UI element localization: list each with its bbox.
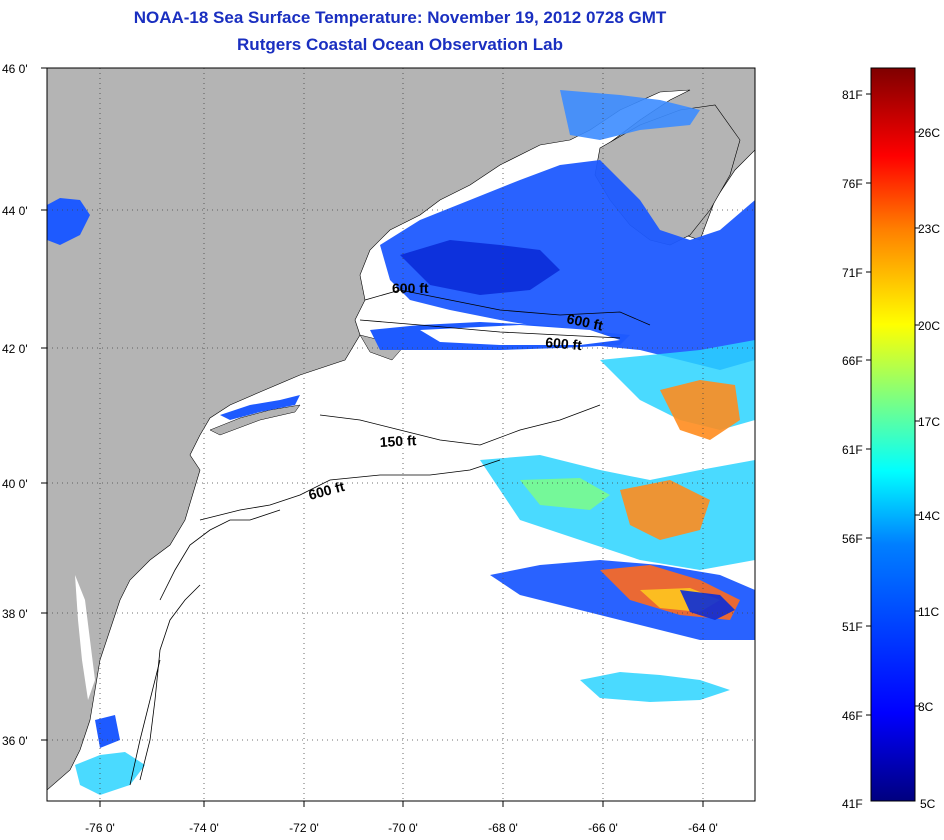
lon-label-72: -72 0' [289,821,319,835]
long-island [209,404,301,436]
chesapeake-bay [75,575,95,700]
cbar-c-23: 23C [918,222,940,236]
cbar-f-81: 81F [842,88,863,102]
map-subtitle: Rutgers Coastal Ocean Observation Lab [237,35,563,54]
cbar-c-14: 14C [918,509,940,523]
graticule [47,68,755,801]
lat-label-38: 38 0' [2,607,28,621]
tick-marks [41,67,704,807]
contour-label-600-c: 600 ft [545,334,583,353]
lon-label-70: -70 0' [388,821,418,835]
cbar-f-51: 51F [842,620,863,634]
cbar-f-56: 56F [842,532,863,546]
cbar-c-17: 17C [918,415,940,429]
lat-label-44: 44 0' [2,204,28,218]
lon-label-64: -64 0' [688,821,718,835]
map-plot-area: 600 ft 600 ft 600 ft 150 ft 600 ft [47,68,755,801]
lon-label-68: -68 0' [488,821,518,835]
cbar-c-8: 8C [918,700,934,714]
lat-label-40: 40 0' [2,477,28,491]
lat-label-42: 42 0' [2,342,28,356]
cbar-c-5: 5C [920,797,936,811]
lat-label-46: 46 0' [2,62,28,76]
colorbar-ticks [866,93,920,716]
contour-label-600-b: 600 ft [565,310,604,333]
sst-data-layer [47,90,755,795]
cbar-f-71: 71F [842,266,863,280]
map-title: NOAA-18 Sea Surface Temperature: Novembe… [133,8,667,27]
lat-label-36: 36 0' [2,734,28,748]
cbar-c-11: 11C [918,605,939,619]
cbar-f-76: 76F [842,177,863,191]
lon-label-66: -66 0' [588,821,618,835]
bathymetry-contours [129,289,651,786]
cbar-c-26: 26C [918,126,940,140]
contour-label-150: 150 ft [379,432,417,450]
cbar-c-20: 20C [918,319,940,333]
cbar-f-61: 61F [842,443,863,457]
cbar-f-46: 46F [842,709,863,723]
colorbar [870,67,916,802]
cbar-f-41: 41F [842,797,863,811]
contour-label-600-a: 600 ft [392,280,429,296]
cbar-f-66: 66F [842,354,863,368]
lon-label-74: -74 0' [189,821,219,835]
lon-label-76: -76 0' [85,821,115,835]
map-frame [46,67,756,802]
